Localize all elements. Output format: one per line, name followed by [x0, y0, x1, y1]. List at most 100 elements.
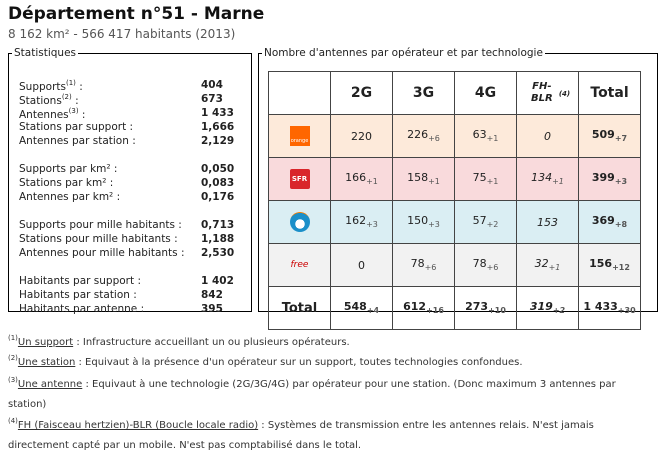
cell-value: 226 — [407, 128, 429, 142]
stat-label: Antennes par station : — [19, 135, 136, 147]
footnote-text: : Infrastructure accueillant un ou plusi… — [73, 337, 350, 348]
table-cell: 548+4 — [330, 286, 393, 330]
stat-label-text: Supports pour mille habitants : — [19, 219, 182, 231]
operator-row-orange: orange 220 226+6 63+1 0 509+7 — [268, 114, 641, 158]
stat-row: Habitants par support : 1 402 — [19, 275, 244, 289]
stat-row: Habitants par station : 842 — [19, 289, 244, 303]
stat-label-text: Stations par km² : — [19, 177, 114, 189]
footnote: (2)Une station : Equivaut à la présence … — [8, 348, 653, 373]
table-cell: 153 — [516, 200, 579, 244]
cell-value: 220 — [351, 129, 372, 143]
table-cell: 156+12 — [578, 243, 641, 287]
cell-delta: +2 — [552, 306, 566, 316]
stat-label: Stations par km² : — [19, 177, 113, 189]
stat-label-suffix: : — [75, 81, 83, 93]
stat-value: 0,176 — [201, 191, 235, 203]
total-row: Total 548+4 612+16 273+10 319+2 1 433+30 — [268, 286, 641, 330]
stats-panel: Statistiques Supports(1) : 404 Stations(2)… — [8, 47, 252, 315]
stat-label: Supports(1) : — [19, 79, 83, 93]
cell-value: 166 — [345, 171, 367, 185]
cell-value: 319 — [529, 300, 553, 314]
table-cell: 162+3 — [330, 200, 393, 244]
column-header-label: FH-BLR — [531, 81, 553, 104]
cell-value: 75 — [472, 171, 487, 185]
table-cell: 166+1 — [330, 157, 393, 201]
cell-delta: +3 — [428, 220, 440, 230]
page-title: Département n°51 - Marne — [8, 4, 265, 24]
stat-value: 404 — [201, 79, 223, 91]
cell-value: 63 — [472, 128, 487, 142]
cell-value: 32 — [534, 257, 549, 271]
cell-value: 134 — [531, 171, 553, 185]
footnote-text: : Equivaut à la présence d'un opérateur … — [75, 357, 523, 368]
table-cell: 509+7 — [578, 114, 641, 158]
operator-logo-cell: free — [268, 243, 331, 287]
cell-delta: +3 — [614, 177, 628, 187]
stat-label: Antennes par km² : — [19, 191, 120, 203]
footnote-term: FH (Faisceau hertzien)-BLR (Boucle local… — [17, 420, 259, 431]
stat-label: Supports par km² : — [19, 163, 117, 175]
sfr-logo-icon: SFR — [289, 169, 310, 189]
cell-delta: +1 — [366, 177, 378, 187]
stat-label: Stations(2) : — [19, 93, 79, 107]
stat-label-text: Stations par support : — [19, 121, 134, 133]
stat-label-suffix: : — [78, 109, 86, 121]
stat-label-text: Habitants par antenne : — [19, 303, 145, 315]
stat-value: 0,713 — [201, 219, 235, 231]
operator-logo-cell: SFR — [268, 157, 331, 201]
cell-delta: +1 — [428, 177, 440, 187]
stat-value: 1 433 — [201, 107, 234, 119]
cell-value: 273 — [465, 300, 489, 314]
cell-value: 78 — [472, 257, 487, 271]
table-cell: 612+16 — [392, 286, 455, 330]
cell-value: 399 — [591, 171, 615, 185]
header-empty — [268, 71, 331, 115]
table-cell: 399+3 — [578, 157, 641, 201]
stat-value: 1,188 — [201, 233, 235, 245]
stat-label-suffix: : — [71, 95, 79, 107]
table-cell: 150+3 — [392, 200, 455, 244]
table-cell: 1 433+30 — [578, 286, 641, 330]
column-header: 3G — [392, 71, 455, 115]
table-cell: 273+10 — [454, 286, 517, 330]
cell-delta: +2 — [486, 220, 499, 230]
stat-row: Supports par km² : 0,050 — [19, 163, 244, 177]
operator-row-sfr: SFR 166+1 158+1 75+1 134+1 399+3 — [268, 157, 641, 201]
stat-row: Antennes pour mille habitants : 2,530 — [19, 247, 244, 261]
stats-legend: Statistiques — [14, 47, 77, 59]
cell-value: 162 — [345, 214, 367, 228]
footnote-ref: (2) — [61, 93, 72, 101]
column-header-label: 2G — [350, 85, 373, 101]
footnote-term: Une antenne — [17, 379, 83, 390]
cell-delta: +16 — [426, 306, 444, 316]
table-cell: 78+6 — [392, 243, 455, 287]
table-cell: 63+1 — [454, 114, 517, 158]
footnote-ref: (3) — [68, 107, 79, 115]
free-logo-icon: free — [290, 260, 309, 270]
stat-value: 0,050 — [201, 163, 235, 175]
footnote: (3)Une antenne : Equivaut à une technolo… — [8, 370, 653, 415]
page-subtitle: 8 162 km² - 566 417 habitants (2013) — [8, 27, 236, 41]
table-cell: 220 — [330, 114, 393, 158]
cell-delta: +6 — [424, 263, 437, 273]
stat-value: 2,129 — [201, 135, 235, 147]
table-cell: 32+1 — [516, 243, 579, 287]
cell-delta: +1 — [486, 134, 499, 144]
stat-row: Supports pour mille habitants : 0,713 — [19, 219, 244, 233]
column-header: 4G — [454, 71, 517, 115]
stat-label: Antennes(3) : — [19, 107, 85, 121]
stat-value: 1 402 — [201, 275, 234, 287]
stat-label: Habitants par antenne : — [19, 303, 144, 315]
operator-logo-cell: orange — [268, 114, 331, 158]
column-header-label: Total — [590, 85, 629, 101]
bouygues-logo-icon — [289, 212, 310, 232]
operator-row-free: free 0 78+6 78+6 32+1 156+12 — [268, 243, 641, 287]
stat-value: 673 — [201, 93, 223, 105]
cell-delta: +6 — [486, 263, 499, 273]
cell-delta: +1 — [548, 263, 561, 273]
stat-value: 2,530 — [201, 247, 235, 259]
cell-value: 0 — [544, 129, 551, 143]
cell-value: 57 — [472, 214, 487, 228]
table-cell: 75+1 — [454, 157, 517, 201]
footnote-number: (3) — [8, 376, 18, 384]
